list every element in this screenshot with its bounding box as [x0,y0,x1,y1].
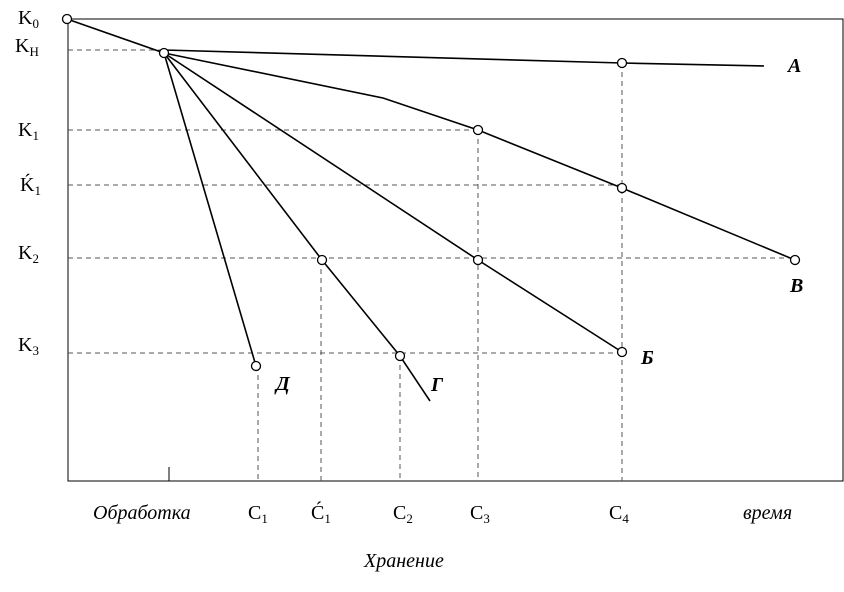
label-time: время [743,502,792,524]
curve-label-v: В [789,275,803,297]
curve-d [163,52,257,367]
label-k1-prime: Ḱ1 [20,173,41,198]
point-v-end [789,254,801,266]
plot-frame [67,18,844,482]
label-kn: KН [15,35,39,59]
curve-a [163,49,765,67]
label-c3: C3 [470,502,490,526]
label-k1: K1 [18,119,39,143]
point-b-c3 [472,254,484,266]
label-processing: Обработка [93,502,191,524]
curve-label-g: Г [430,374,444,396]
point-g-c1p [316,254,328,266]
point-v-c4 [616,182,628,194]
processing-segment [66,18,165,54]
label-c2: C2 [393,502,413,526]
label-k2: K2 [18,242,39,266]
point-d-end [250,360,262,372]
curve-v [163,52,796,261]
curve-g [163,52,431,402]
point-b-end [616,346,628,358]
curve-label-a: А [786,55,801,77]
curve-label-d: Д [274,373,291,395]
label-c1-prime: Ć1 [311,500,331,526]
curve-label-b: Б [640,347,654,369]
label-c1: C1 [248,502,268,526]
point-a-c4 [616,57,628,69]
label-c4: C4 [609,502,629,526]
point-g-c2 [394,350,406,362]
point-k0 [61,13,73,25]
label-storage: Хранение [363,550,444,572]
label-k3: K3 [18,334,39,358]
label-k0: K0 [18,7,39,31]
point-v-c3 [472,124,484,136]
curve-b [163,52,623,353]
point-kn [158,47,170,59]
